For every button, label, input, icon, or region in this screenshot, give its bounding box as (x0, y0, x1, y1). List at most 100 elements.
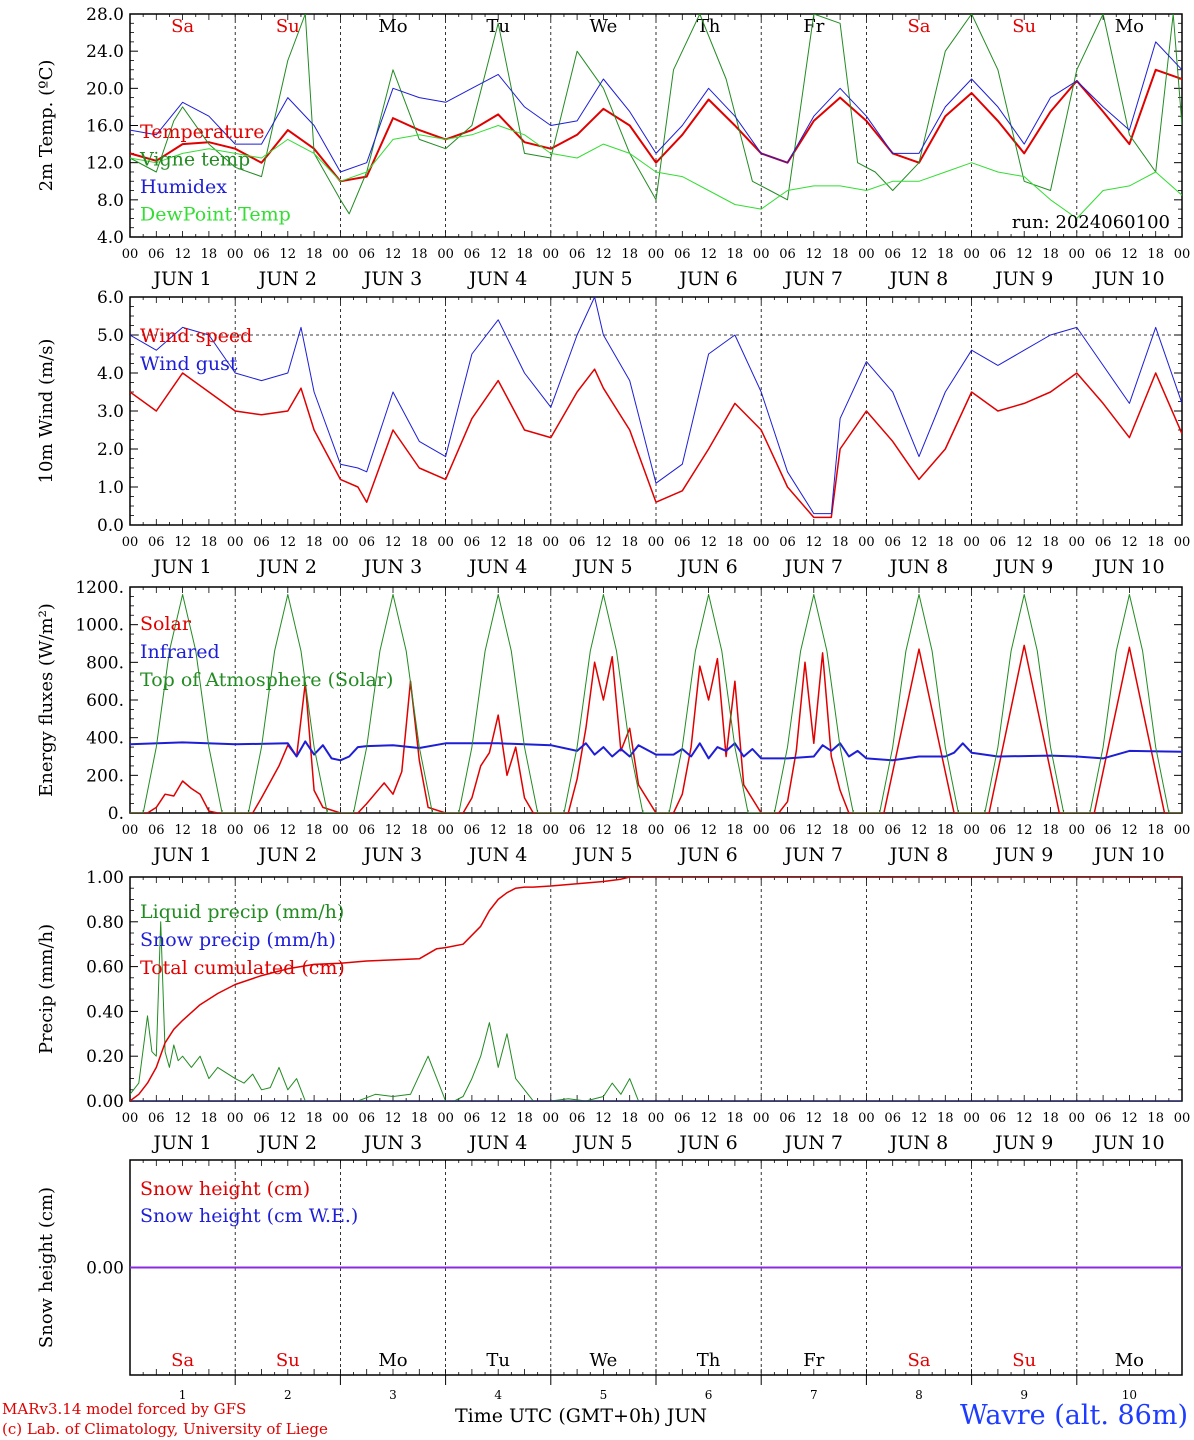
hour-tick-label: 00 (437, 1111, 454, 1126)
hour-tick-label: 18 (621, 1111, 638, 1126)
date-label: JUN 1 (151, 844, 211, 866)
y-tick-label: 0.00 (86, 1259, 124, 1279)
date-label: JUN 8 (888, 1132, 948, 1154)
hour-tick-label: 00 (122, 247, 139, 262)
hour-tick-label: 12 (280, 1111, 297, 1126)
day-number-label: 1 (179, 1388, 187, 1402)
hour-tick-label: 00 (753, 1111, 770, 1126)
y-tick-label: 20.0 (86, 79, 124, 99)
y-tick-label: 8.0 (97, 191, 124, 211)
day-number-label: 3 (389, 1388, 397, 1402)
date-label: JUN 3 (362, 556, 422, 578)
y-tick-label: 4.0 (97, 364, 124, 384)
date-label: JUN 9 (993, 556, 1053, 578)
hour-tick-label: 06 (148, 1111, 165, 1126)
date-label: JUN 5 (572, 844, 632, 866)
y-tick-label: 16.0 (86, 117, 124, 137)
model-credit: MARv3.14 model forced by GFS (2, 1400, 247, 1418)
hour-tick-label: 12 (595, 1111, 612, 1126)
legend-entry: Top of Atmosphere (Solar) (140, 669, 393, 691)
hour-tick-label: 00 (227, 535, 244, 550)
legend-entry: Liquid precip (mm/h) (140, 901, 344, 923)
location-label: Wavre (alt. 86m) (960, 1400, 1188, 1431)
hour-tick-label: 00 (332, 247, 349, 262)
y-tick-label: 200. (86, 766, 124, 786)
hour-tick-label: 12 (911, 247, 928, 262)
hour-tick-label: 00 (858, 535, 875, 550)
date-label: JUN 10 (1092, 1132, 1164, 1154)
hour-tick-label: 00 (227, 1111, 244, 1126)
legend-entry: Wind gust (140, 353, 238, 375)
date-label: JUN 9 (993, 268, 1053, 290)
day-number-label: 8 (915, 1388, 923, 1402)
run-annotation: run: 2024060100 (1012, 212, 1170, 233)
hour-tick-label: 06 (884, 1111, 901, 1126)
hour-tick-label: 12 (1121, 535, 1138, 550)
hour-tick-label: 00 (858, 247, 875, 262)
hour-tick-label: 12 (595, 823, 612, 838)
y-tick-label: 600. (86, 691, 124, 711)
hour-tick-label: 18 (727, 247, 744, 262)
hour-tick-label: 06 (674, 535, 691, 550)
day-number-label: 7 (810, 1388, 818, 1402)
date-label: JUN 8 (888, 268, 948, 290)
hour-tick-label: 06 (148, 247, 165, 262)
hour-tick-label: 18 (306, 1111, 323, 1126)
day-name-label: Tu (486, 16, 510, 37)
legend-entry: Vigne temp (139, 149, 250, 171)
hour-tick-label: 00 (648, 1111, 665, 1126)
date-label: JUN 9 (993, 1132, 1053, 1154)
date-label: JUN 4 (467, 268, 527, 290)
legend-entry: Wind speed (140, 325, 252, 347)
hour-tick-label: 18 (727, 535, 744, 550)
hour-tick-label: 12 (595, 535, 612, 550)
y-tick-label: 0.80 (86, 913, 124, 933)
hour-tick-label: 06 (464, 823, 481, 838)
day-name-label: Mo (378, 1350, 407, 1371)
y-axis-label: Precip (mm/h) (36, 924, 57, 1054)
hour-tick-label: 12 (806, 1111, 823, 1126)
y-tick-label: 6.0 (97, 288, 124, 308)
date-label: JUN 3 (362, 844, 422, 866)
hour-tick-label: 18 (411, 247, 428, 262)
hour-tick-label: 18 (201, 535, 218, 550)
day-number-label: 9 (1020, 1388, 1028, 1402)
hour-tick-label: 18 (411, 823, 428, 838)
hour-tick-label: 00 (332, 823, 349, 838)
series-line-solar (130, 644, 1182, 813)
hour-tick-label: 12 (700, 247, 717, 262)
day-name-label: Su (276, 16, 300, 37)
hour-tick-label: 00 (122, 823, 139, 838)
hour-tick-label: 12 (911, 1111, 928, 1126)
hour-tick-label: 12 (385, 823, 402, 838)
date-label: JUN 7 (783, 268, 843, 290)
legend-entry: Solar (140, 613, 192, 635)
y-tick-label: 24.0 (86, 42, 124, 62)
hour-tick-label: 00 (543, 823, 560, 838)
y-tick-label: 12.0 (86, 154, 124, 174)
hour-tick-label: 06 (1095, 535, 1112, 550)
date-label: JUN 9 (993, 844, 1053, 866)
day-number-label: 6 (705, 1388, 713, 1402)
day-name-label: Mo (378, 16, 407, 37)
legend-entry: Snow height (cm W.E.) (140, 1205, 358, 1227)
day-name-label: Fr (803, 1350, 824, 1371)
date-label: JUN 2 (257, 268, 317, 290)
hour-tick-label: 00 (648, 247, 665, 262)
hour-tick-label: 06 (674, 1111, 691, 1126)
y-axis-label: Energy fluxes (W/m²) (36, 603, 57, 797)
hour-tick-label: 18 (201, 823, 218, 838)
hour-tick-label: 00 (753, 247, 770, 262)
day-name-label: Su (1012, 16, 1036, 37)
day-name-label: Su (276, 1350, 300, 1371)
hour-tick-label: 12 (280, 535, 297, 550)
hour-tick-label: 00 (1174, 247, 1191, 262)
date-label: JUN 5 (572, 556, 632, 578)
date-label: JUN 10 (1092, 268, 1164, 290)
hour-tick-label: 06 (674, 247, 691, 262)
series-line-wind-speed (130, 368, 1182, 519)
hour-tick-label: 00 (648, 823, 665, 838)
hour-tick-label: 00 (858, 823, 875, 838)
hour-tick-label: 00 (1174, 1111, 1191, 1126)
y-axis-label: 2m Temp. (ºC) (36, 60, 57, 192)
